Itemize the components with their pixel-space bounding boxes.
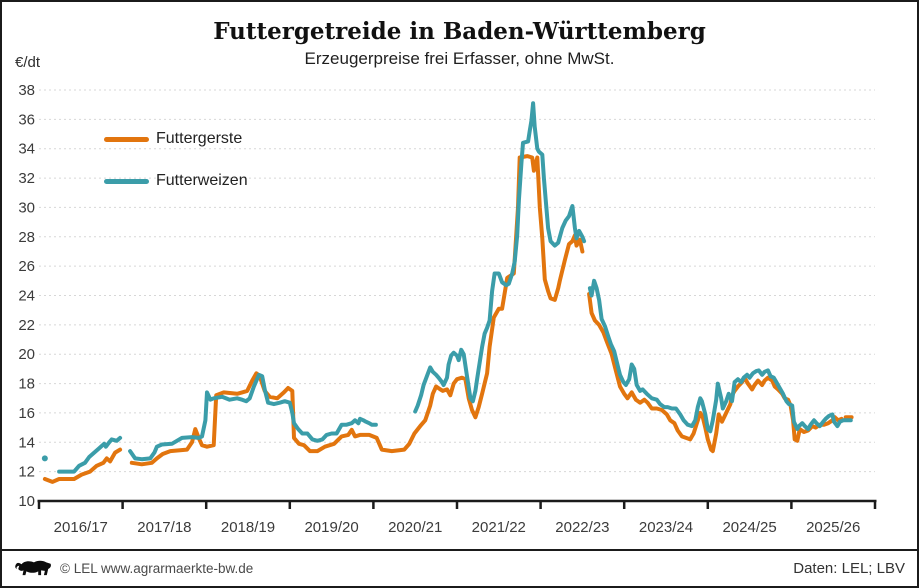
legend-item-futtergerste: Futtergerste (104, 126, 248, 152)
y-tick-label: 14 (18, 434, 35, 451)
y-tick-label: 34 (18, 141, 35, 158)
y-tick-label: 36 (18, 111, 35, 128)
y-tick-label: 24 (18, 288, 35, 305)
footer-left: © LEL www.agrarmaerkte-bw.de (14, 559, 253, 579)
chart-subtitle: Erzeugerpreise frei Erfasser, ohne MwSt. (304, 49, 615, 68)
y-axis-unit-label: €/dt (15, 54, 41, 71)
y-tick-label: 10 (18, 493, 35, 510)
line-chart-plot: 38 36 34 32 30 28 26 24 22 20 18 16 14 12 10 2016/17 201… (18, 82, 877, 536)
x-tick-label: 2021/22 (472, 519, 526, 536)
y-tick-label: 30 (18, 199, 35, 216)
series-line-futterweizen-point (41, 455, 48, 462)
series-line-futtergerste (587, 292, 844, 454)
x-tick-label: 2025/26 (806, 519, 860, 536)
legend-label: Futtergerste (156, 130, 243, 147)
x-tick-label: 2020/21 (388, 519, 442, 536)
legend: Futtergerste Futterweizen (104, 126, 248, 194)
y-tick-label: 18 (18, 376, 35, 393)
data-source-text: Daten: LEL; LBV (793, 560, 905, 577)
x-tick-label: 2017/18 (137, 519, 191, 536)
x-tick-label: 2018/19 (221, 519, 275, 536)
bw-lion-logo-icon (15, 560, 51, 575)
y-tick-label: 26 (18, 258, 35, 275)
y-tick-label: 16 (18, 405, 35, 422)
legend-label: Futterweizen (156, 172, 248, 189)
footer-bar: © LEL www.agrarmaerkte-bw.de Daten: LEL;… (2, 549, 917, 586)
x-tick-label: 2023/24 (639, 519, 693, 536)
copyright-text: © LEL www.agrarmaerkte-bw.de (60, 561, 254, 576)
futtergerste-line-swatch (104, 136, 149, 142)
chart-title: Futtergetreide in Baden-Württemberg (213, 18, 706, 45)
y-tick-label: 20 (18, 346, 35, 363)
futterweizen-line-swatch (104, 178, 149, 184)
x-tick-label: 2016/17 (54, 519, 108, 536)
y-tick-label: 12 (18, 464, 35, 481)
y-tick-label: 22 (18, 317, 35, 334)
series-line-futtergerste (129, 154, 585, 467)
y-tick-label: 38 (18, 82, 35, 99)
x-tick-label: 2024/25 (722, 519, 776, 536)
x-tick-label: 2022/23 (555, 519, 609, 536)
series-line-futterweizen (57, 435, 123, 474)
series-line-futterweizen (587, 278, 853, 434)
series-line-futtergerste (42, 447, 123, 484)
series-line-futterweizen (413, 101, 587, 414)
series-line-futterweizen (128, 372, 378, 462)
y-tick-label: 32 (18, 170, 35, 187)
y-tick-label: 28 (18, 229, 35, 246)
legend-item-futterweizen: Futterweizen (104, 168, 248, 194)
x-tick-label: 2019/20 (304, 519, 358, 536)
